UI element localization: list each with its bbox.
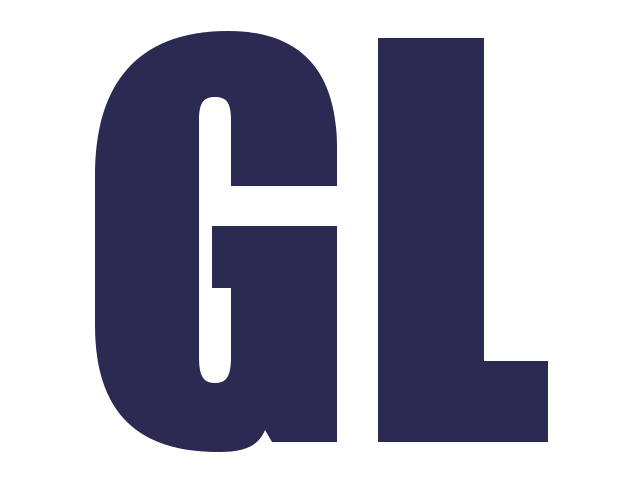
letter-l-glyph <box>378 38 548 442</box>
letter-g-glyph <box>95 31 337 452</box>
